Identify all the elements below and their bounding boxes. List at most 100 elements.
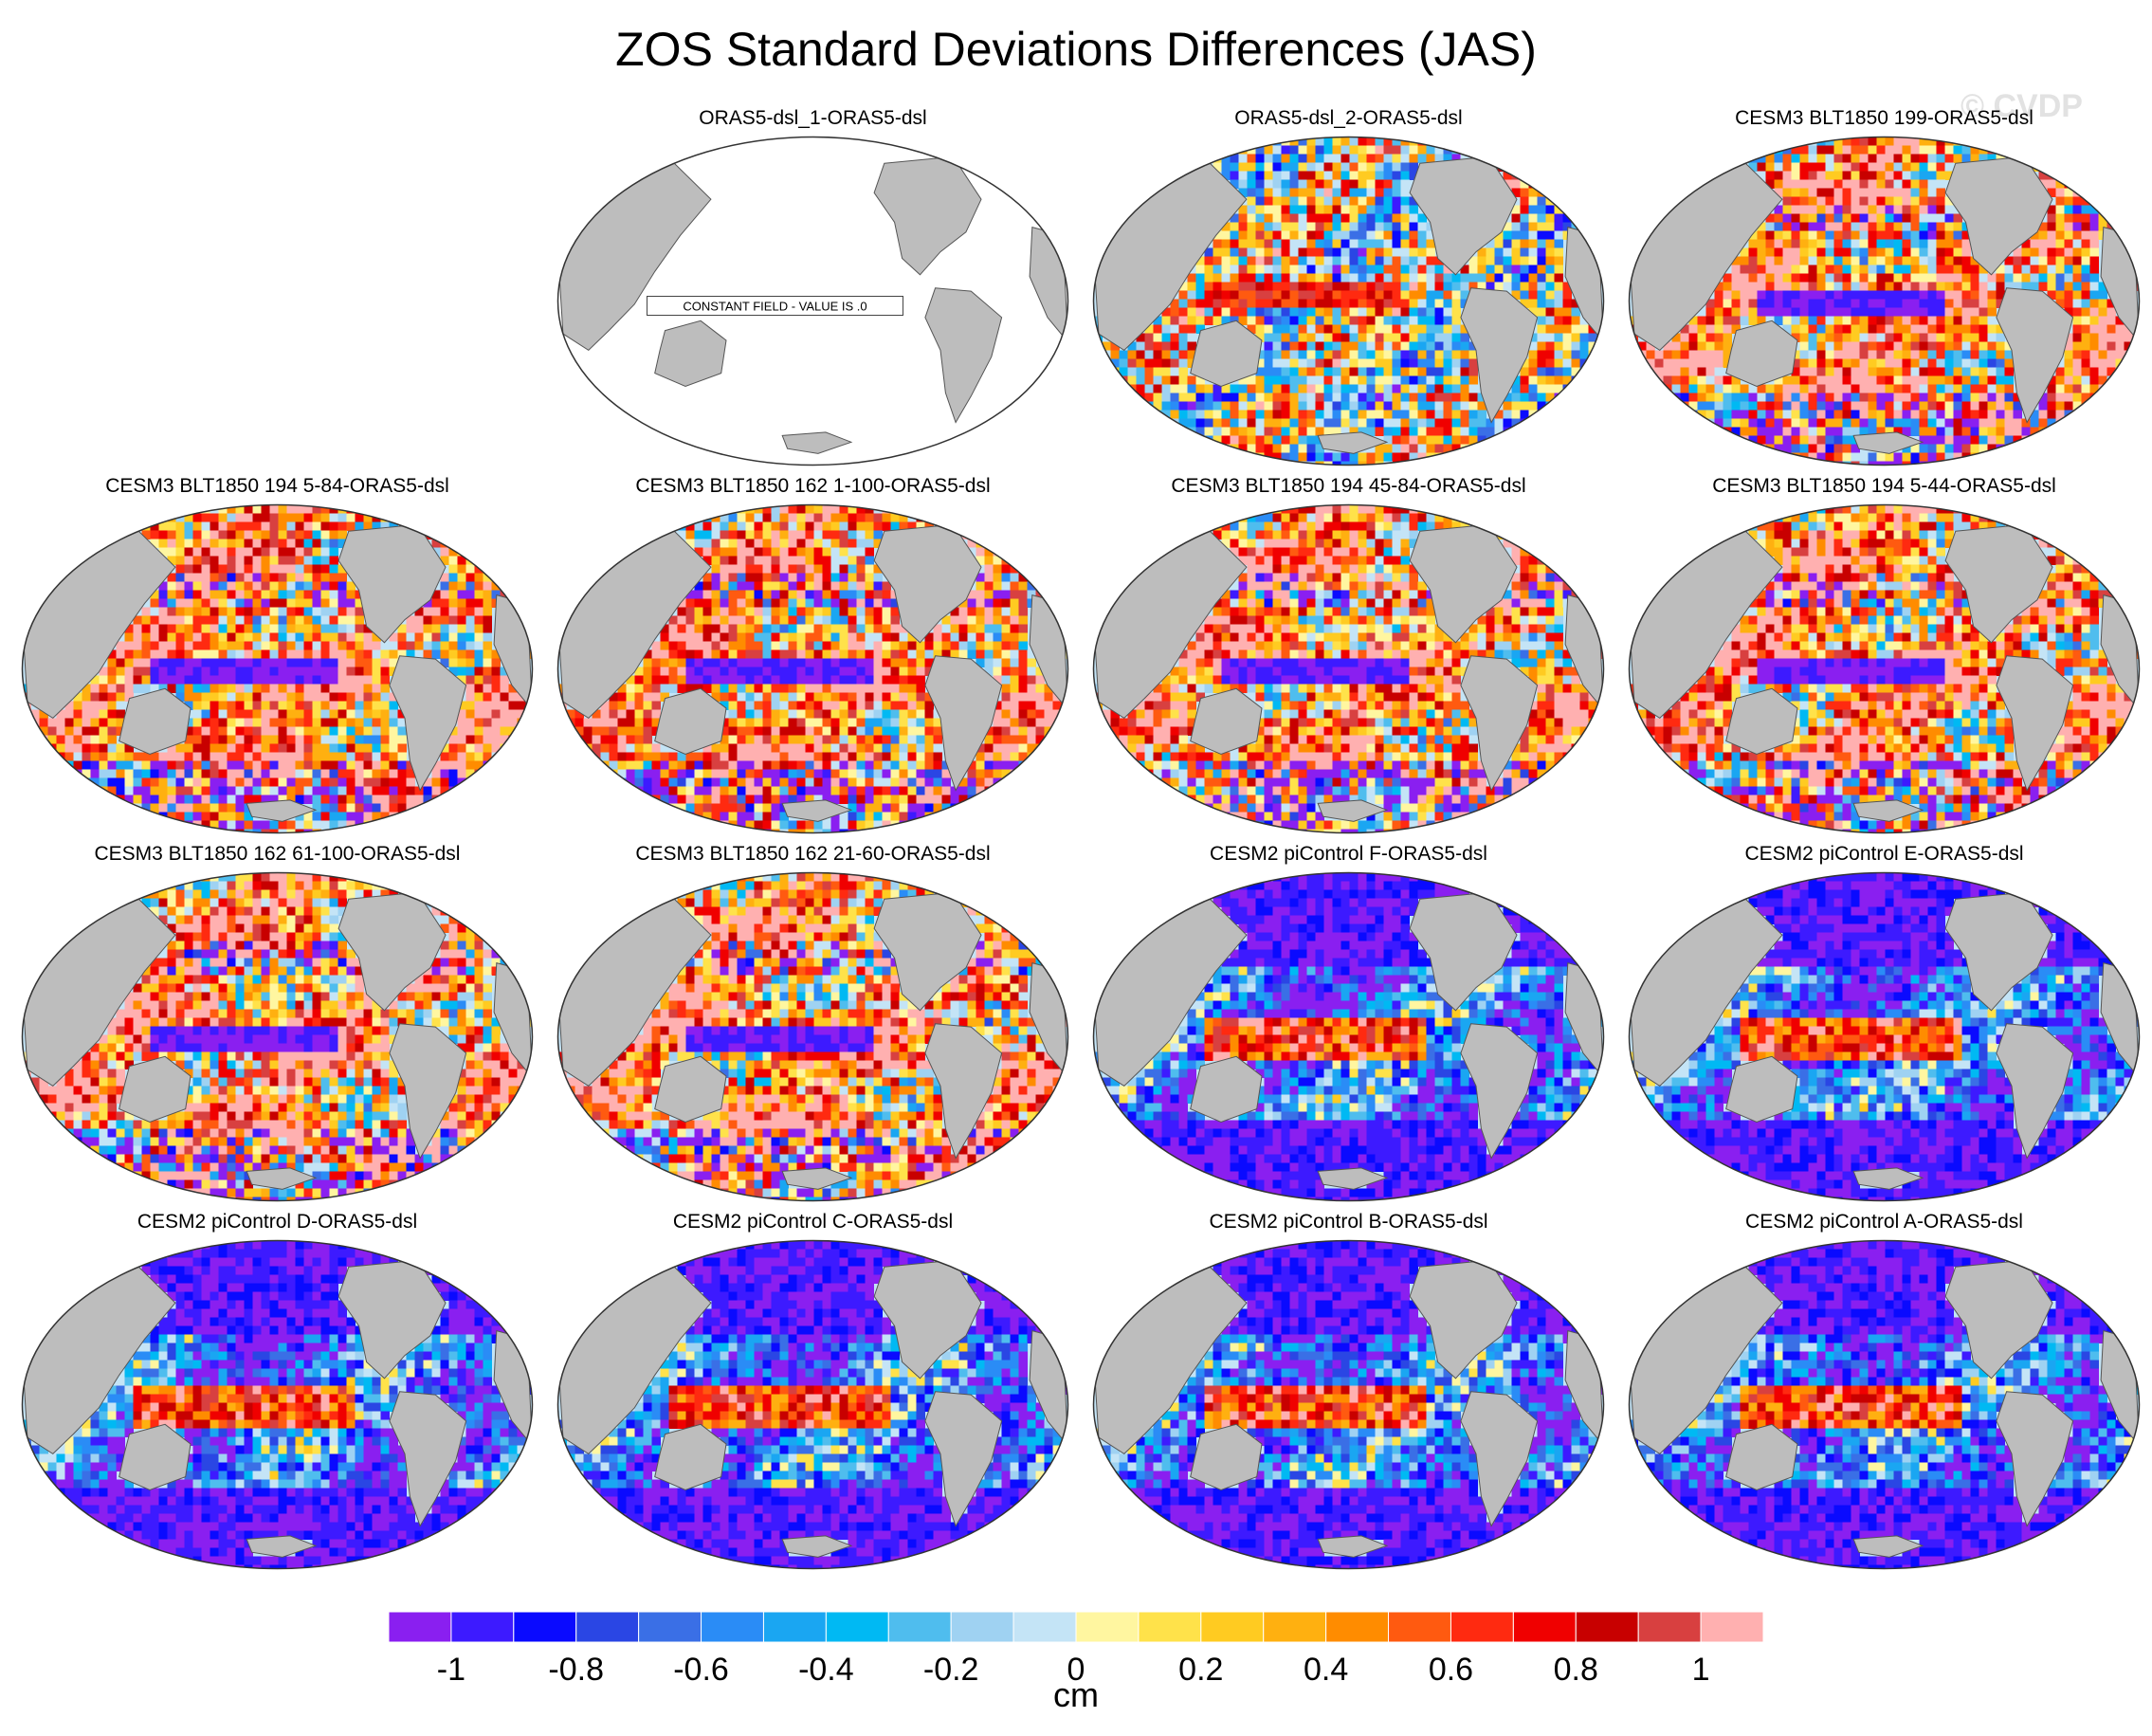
land-mass bbox=[873, 155, 982, 276]
colorbar-swatch bbox=[762, 1611, 827, 1643]
land-mass bbox=[1409, 1259, 1518, 1380]
colorbar-swatch bbox=[1200, 1611, 1265, 1643]
world-map bbox=[1628, 136, 2141, 466]
panel-title: CESM2 piControl E-ORAS5-dsl bbox=[1744, 843, 2024, 865]
map-panel: CESM2 piControl C-ORAS5-dsl bbox=[555, 1210, 1071, 1575]
colorbar-tick-label: -0.6 bbox=[673, 1652, 729, 1688]
land-mass bbox=[1725, 1055, 1798, 1124]
land-mass bbox=[389, 655, 467, 792]
land-mass bbox=[119, 687, 191, 756]
panel-title: ORAS5-dsl_1-ORAS5-dsl bbox=[699, 107, 927, 129]
world-map bbox=[1092, 136, 1605, 466]
colorbar-swatch bbox=[1700, 1611, 1764, 1643]
cvdp-watermark: © CVDP bbox=[1961, 88, 2083, 124]
land-mass bbox=[924, 1023, 1003, 1160]
map-panel: CESM2 piControl B-ORAS5-dsl bbox=[1090, 1210, 1607, 1575]
map-panel: CESM3 BLT1850 162 61-100-ORAS5-dsl bbox=[19, 842, 536, 1207]
land-mass bbox=[781, 1167, 853, 1190]
land-mass bbox=[1725, 687, 1798, 756]
land-mass bbox=[781, 799, 853, 822]
land-mass bbox=[1317, 1535, 1389, 1558]
land-mass bbox=[1996, 655, 2074, 792]
colorbar-tick-label: 1 bbox=[1692, 1652, 1710, 1688]
land-mass bbox=[924, 655, 1003, 792]
land-mass bbox=[337, 523, 447, 644]
land-mass bbox=[1460, 655, 1539, 792]
colorbar-tick-label: -0.8 bbox=[548, 1652, 604, 1688]
land-mass bbox=[654, 1055, 727, 1124]
land-mass bbox=[389, 1023, 467, 1160]
constant-field-note: CONSTANT FIELD - VALUE IS .0 bbox=[683, 300, 866, 314]
colorbar-tick-label: 0.4 bbox=[1304, 1652, 1348, 1688]
colorbar-swatch bbox=[1388, 1611, 1451, 1643]
world-map bbox=[556, 503, 1069, 834]
land-mass bbox=[1852, 1167, 1924, 1190]
world-map bbox=[1628, 1239, 2141, 1570]
land-mass bbox=[1725, 1423, 1798, 1491]
world-map bbox=[1092, 1239, 1605, 1570]
map-panel: CESM3 BLT1850 194 5-84-ORAS5-dsl bbox=[19, 474, 536, 839]
land-mass bbox=[1852, 431, 1924, 454]
colorbar-swatch bbox=[575, 1611, 640, 1643]
world-map bbox=[1628, 871, 2141, 1202]
world-map bbox=[1628, 503, 2141, 834]
world-map bbox=[21, 1239, 534, 1570]
land-mass bbox=[119, 1423, 191, 1491]
world-map: CONSTANT FIELD - VALUE IS .0 bbox=[556, 136, 1069, 466]
land-mass bbox=[1996, 287, 2074, 424]
land-mass bbox=[654, 1423, 727, 1491]
panel-title: CESM2 piControl B-ORAS5-dsl bbox=[1209, 1211, 1488, 1233]
land-mass bbox=[337, 891, 447, 1012]
panel-title: CESM3 BLT1850 162 61-100-ORAS5-dsl bbox=[94, 843, 461, 865]
land-mass bbox=[246, 1167, 318, 1190]
map-panel: CESM3 BLT1850 162 1-100-ORAS5-dsl bbox=[555, 474, 1071, 839]
map-panel: ORAS5-dsl_1-ORAS5-dsl CONSTANT FIELD - VA… bbox=[555, 106, 1071, 471]
colorbar-tick-label: 0 bbox=[1067, 1652, 1085, 1688]
colorbar-tick-label: 0.6 bbox=[1429, 1652, 1473, 1688]
colorbar-tick-label: 0.2 bbox=[1178, 1652, 1223, 1688]
land-mass bbox=[1190, 1055, 1263, 1124]
colorbar-tick-label: 0.8 bbox=[1554, 1652, 1598, 1688]
panel-title: CESM2 piControl D-ORAS5-dsl bbox=[137, 1211, 418, 1233]
land-mass bbox=[1852, 1535, 1924, 1558]
land-mass bbox=[1409, 523, 1518, 644]
colorbar: -1 -0.8 -0.6 -0.4 -0.2 0 0.2 0.4 0.6 0.8 1 bbox=[388, 1611, 1764, 1688]
land-mass bbox=[781, 431, 853, 454]
world-map bbox=[1092, 503, 1605, 834]
colorbar-swatch bbox=[887, 1611, 952, 1643]
world-map bbox=[21, 503, 534, 834]
colorbar-swatch bbox=[450, 1611, 515, 1643]
colorbar-tick-label: -0.4 bbox=[798, 1652, 854, 1688]
land-mass bbox=[1996, 1391, 2074, 1527]
map-panel: ORAS5-dsl_2-ORAS5-dsl bbox=[1090, 106, 1607, 471]
land-mass bbox=[1317, 1167, 1389, 1190]
colorbar-swatch bbox=[701, 1611, 764, 1643]
panel-title: CESM2 piControl F-ORAS5-dsl bbox=[1210, 843, 1487, 865]
colorbar-swatch bbox=[1450, 1611, 1514, 1643]
world-map bbox=[556, 1239, 1069, 1570]
panel-title: CESM3 BLT1850 194 5-44-ORAS5-dsl bbox=[1712, 475, 2056, 497]
figure-title: ZOS Standard Deviations Differences (JAS… bbox=[615, 23, 1537, 76]
colorbar-swatch bbox=[1138, 1611, 1202, 1643]
colorbar-unit-label: cm bbox=[1053, 1675, 1099, 1714]
colorbar-tick-label: -1 bbox=[437, 1652, 465, 1688]
land-mass bbox=[1852, 799, 1924, 822]
panel-title: CESM3 BLT1850 162 21-60-ORAS5-dsl bbox=[635, 843, 991, 865]
map-panel: CESM3 BLT1850 162 21-60-ORAS5-dsl bbox=[555, 842, 1071, 1207]
land-mass bbox=[1725, 320, 1798, 388]
colorbar-swatch bbox=[1012, 1611, 1077, 1643]
colorbar-swatch bbox=[1637, 1611, 1702, 1643]
land-mass bbox=[873, 1259, 982, 1380]
colorbar-swatch bbox=[950, 1611, 1014, 1643]
land-mass bbox=[1409, 891, 1518, 1012]
world-map bbox=[21, 871, 534, 1202]
panel-title: CESM2 piControl C-ORAS5-dsl bbox=[672, 1211, 954, 1233]
land-mass bbox=[1190, 1423, 1263, 1491]
panel-title: CESM3 BLT1850 162 1-100-ORAS5-dsl bbox=[635, 475, 991, 497]
land-mass bbox=[924, 1391, 1003, 1527]
land-mass bbox=[1460, 287, 1539, 424]
land-mass bbox=[1460, 1023, 1539, 1160]
land-mass bbox=[246, 799, 318, 822]
land-mass bbox=[654, 320, 727, 388]
land-mass bbox=[1317, 431, 1389, 454]
